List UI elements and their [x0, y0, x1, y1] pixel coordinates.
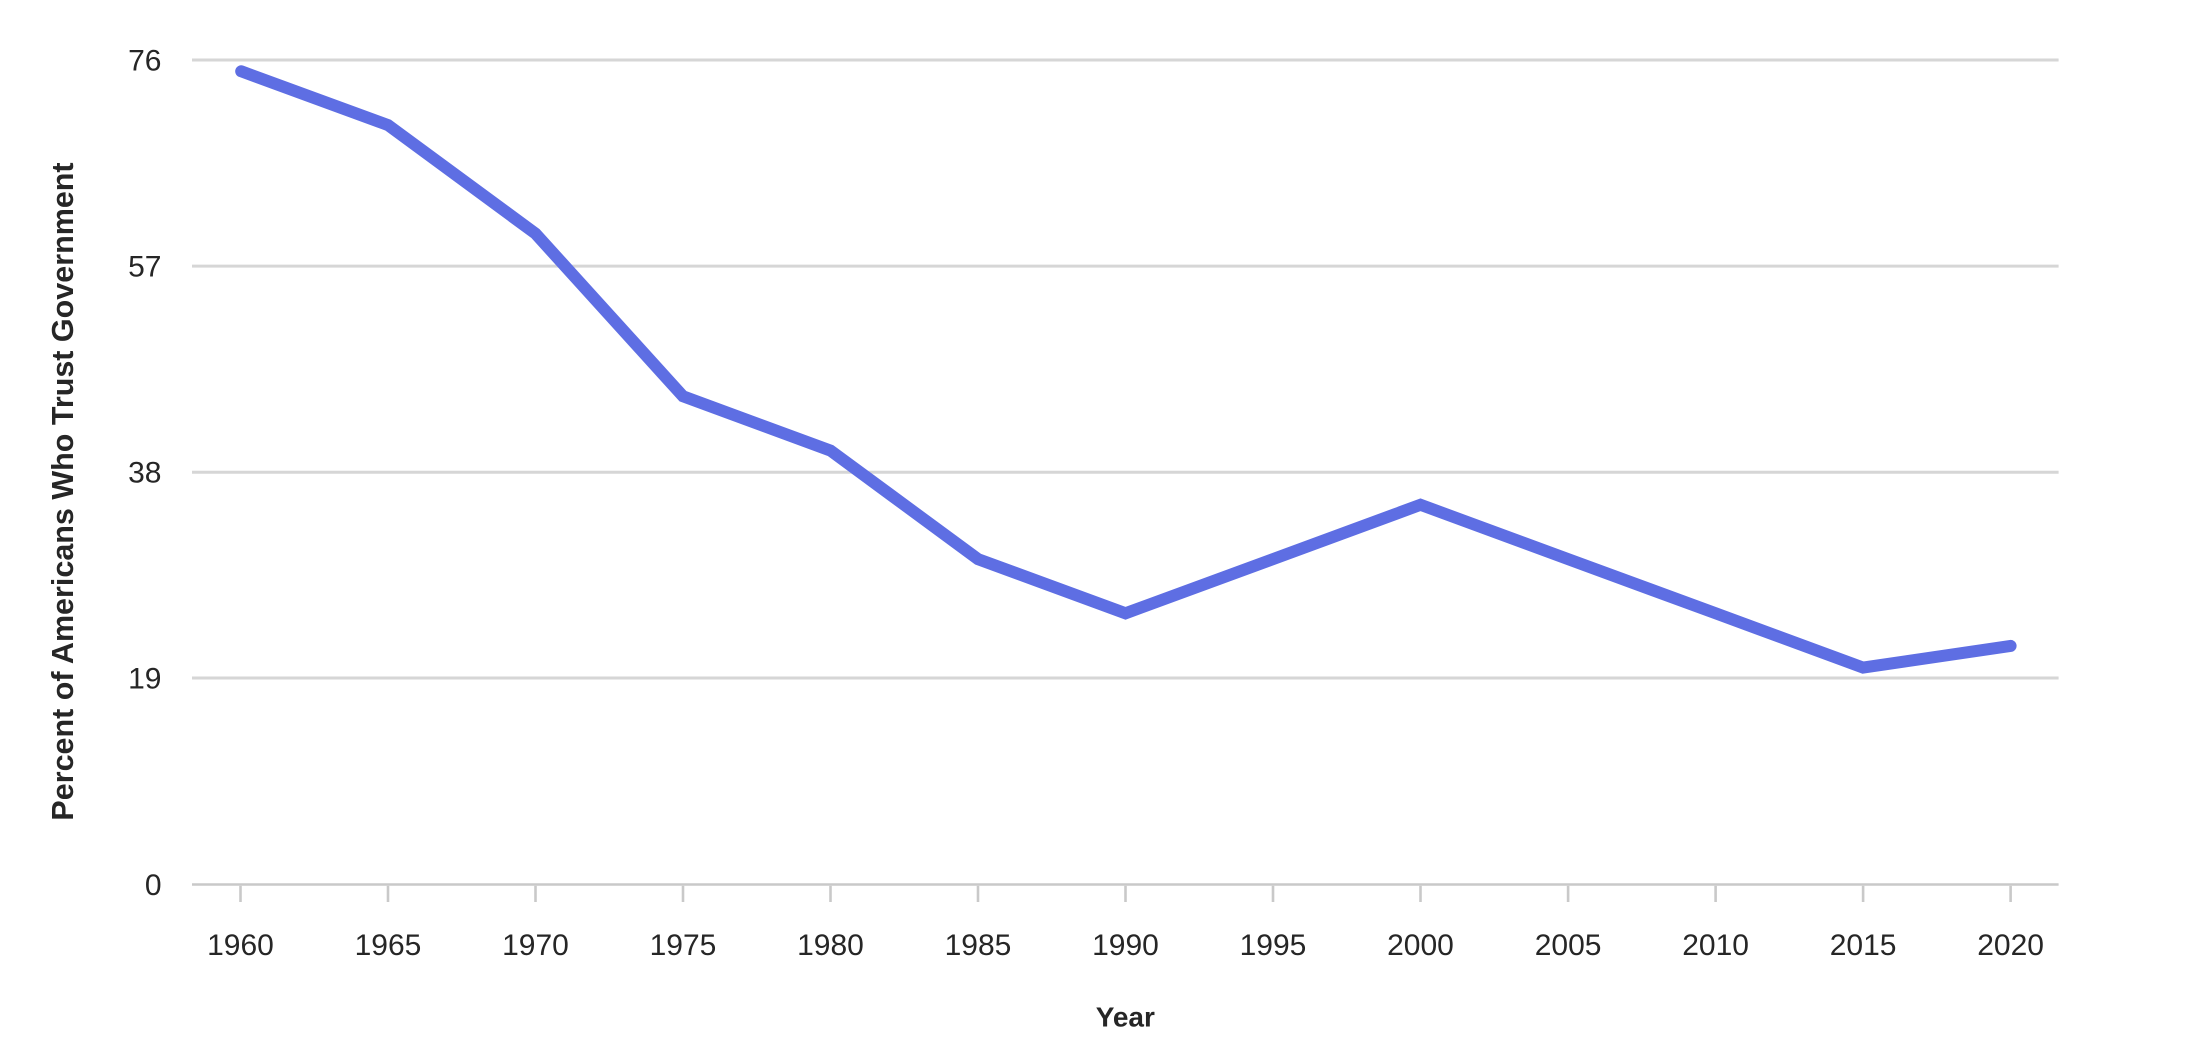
svg-text:0: 0 [145, 869, 162, 902]
svg-text:57: 57 [128, 250, 161, 283]
svg-text:1960: 1960 [207, 929, 274, 962]
svg-text:2020: 2020 [1977, 929, 2044, 962]
svg-text:19: 19 [128, 663, 161, 696]
svg-text:2005: 2005 [1535, 929, 1602, 962]
svg-text:1980: 1980 [797, 929, 864, 962]
svg-text:Percent of Americans Who Trust: Percent of Americans Who Trust Governmen… [46, 162, 80, 820]
svg-text:76: 76 [128, 44, 161, 77]
svg-text:2015: 2015 [1830, 929, 1897, 962]
svg-text:38: 38 [128, 457, 161, 490]
svg-text:1975: 1975 [650, 929, 717, 962]
svg-text:Year: Year [1096, 1002, 1155, 1033]
svg-text:1995: 1995 [1240, 929, 1307, 962]
svg-text:1970: 1970 [502, 929, 569, 962]
svg-text:1990: 1990 [1092, 929, 1159, 962]
svg-text:1965: 1965 [355, 929, 422, 962]
svg-text:2010: 2010 [1682, 929, 1749, 962]
svg-text:2000: 2000 [1387, 929, 1454, 962]
svg-text:1985: 1985 [945, 929, 1012, 962]
